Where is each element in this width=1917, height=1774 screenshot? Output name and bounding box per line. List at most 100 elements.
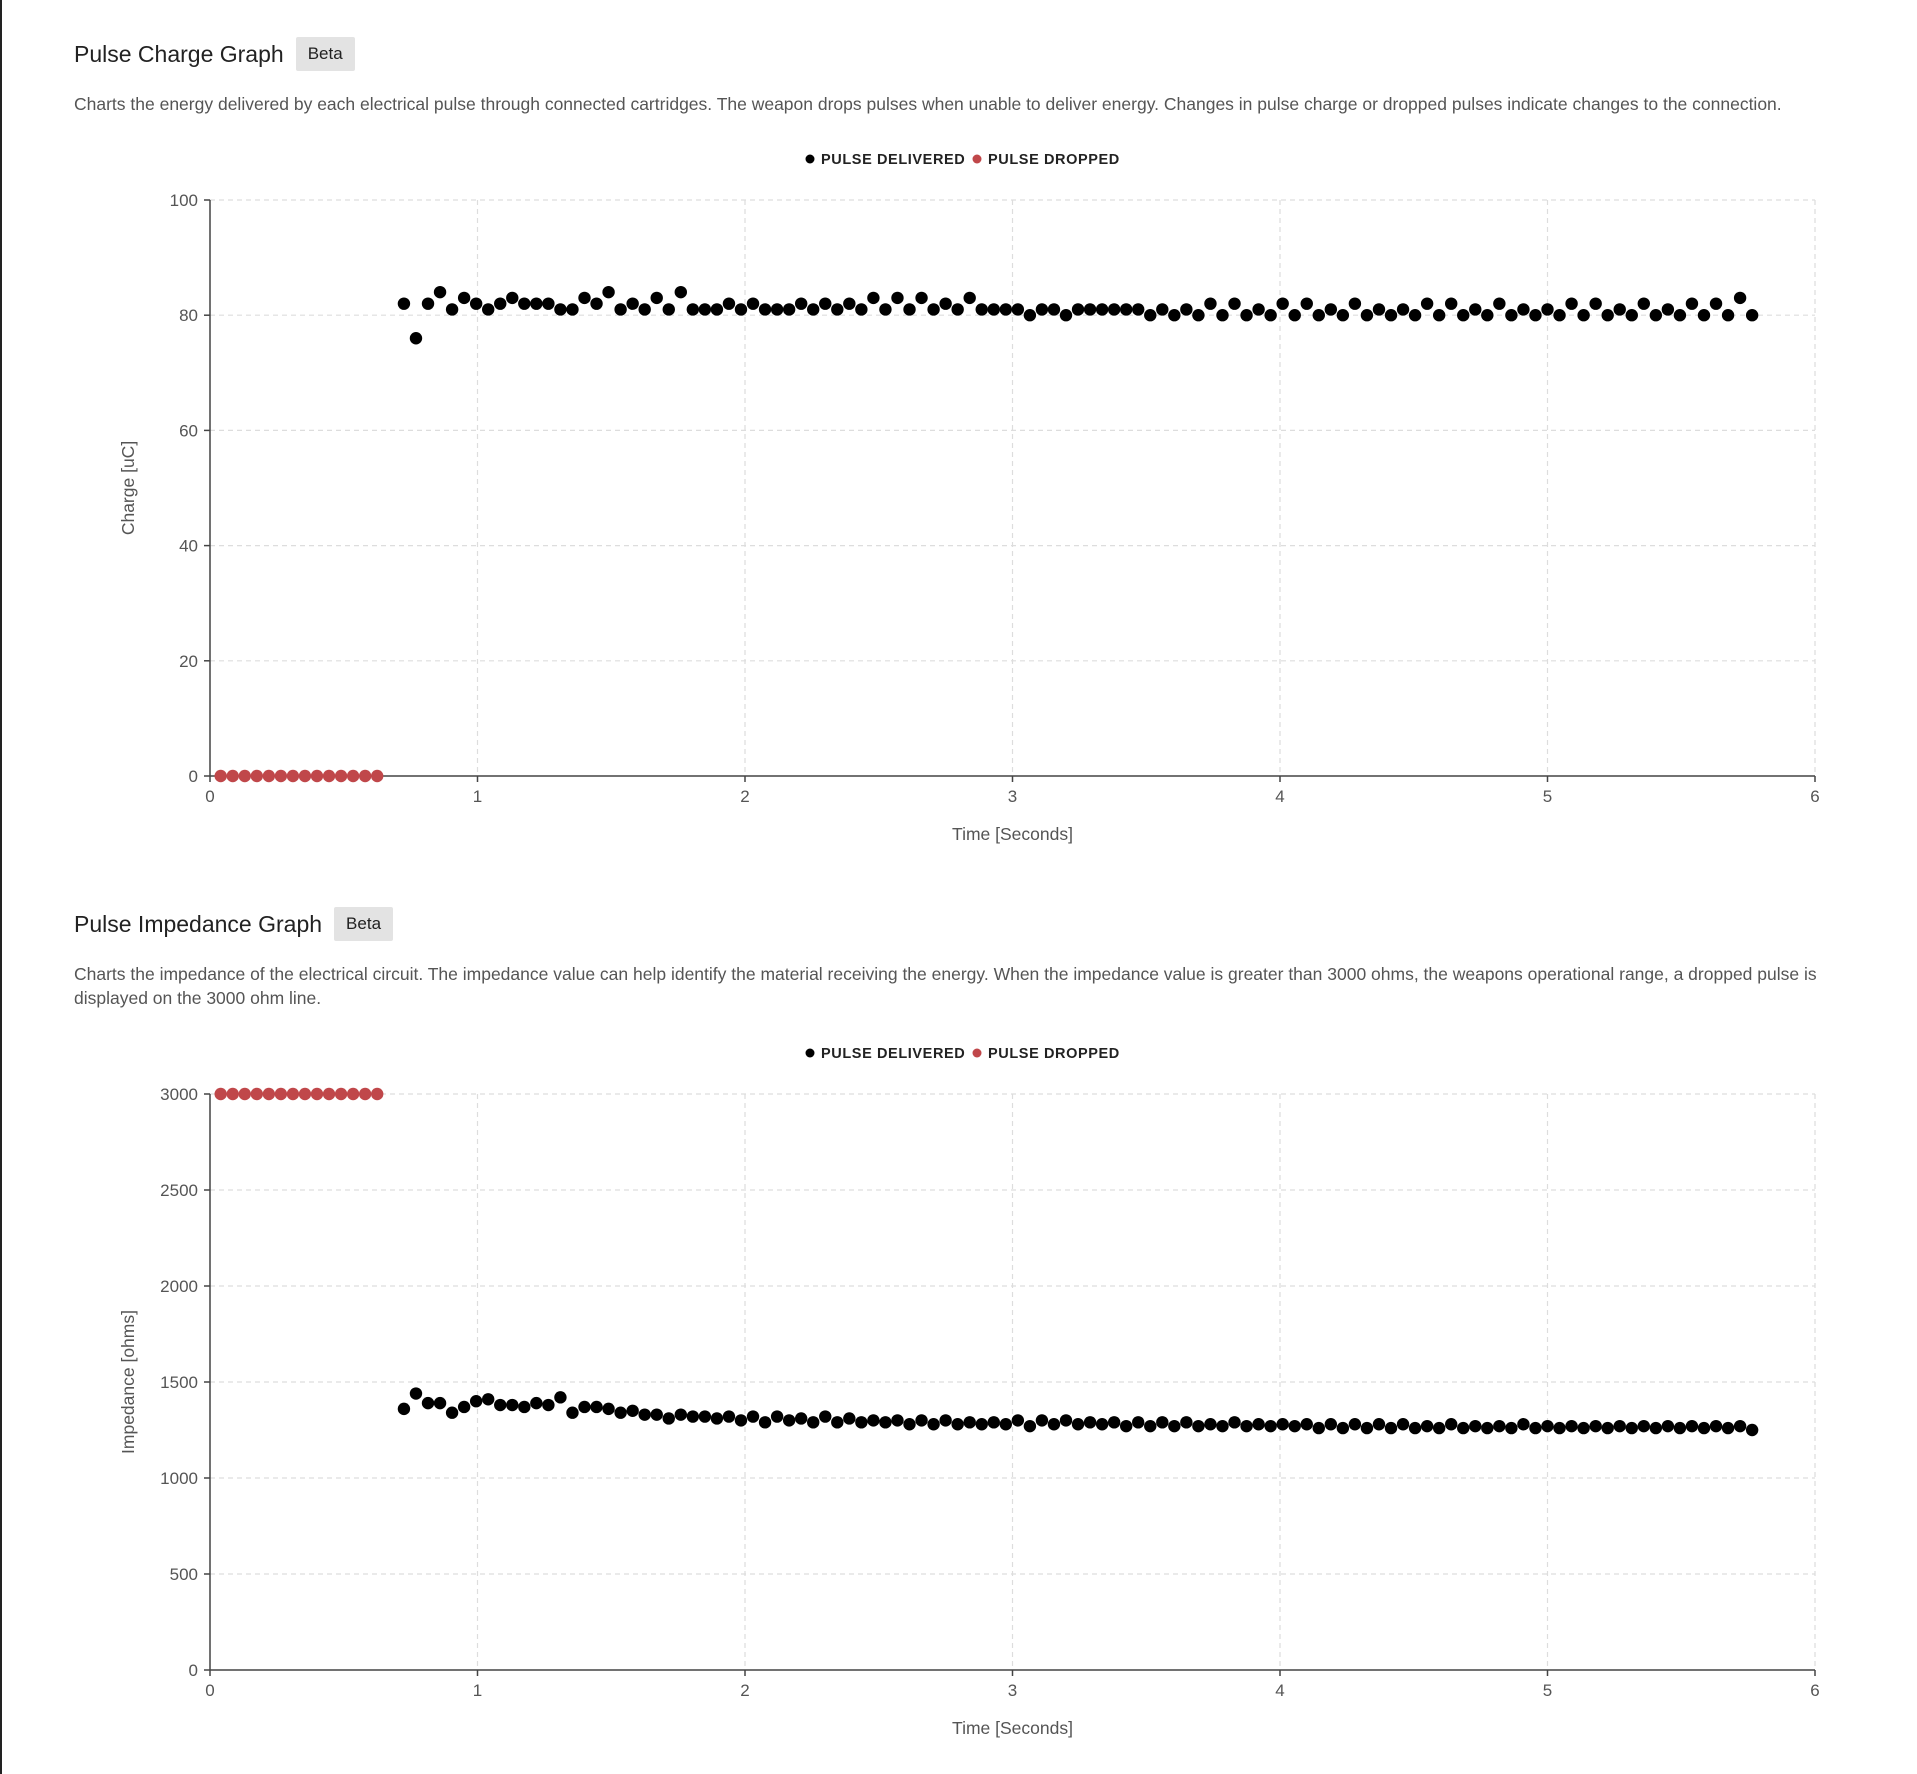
charge-point-0-66 — [1192, 309, 1205, 322]
charge-point-0-90 — [1481, 309, 1494, 322]
impedance-point-0-24 — [686, 1410, 700, 1423]
charge-point-0-40 — [879, 303, 892, 316]
impedance-point-0-38 — [855, 1416, 868, 1429]
charge-graph-title: Pulse Charge Graph — [74, 40, 284, 67]
charge-point-0-46 — [951, 303, 964, 316]
charge-point-0-68 — [1216, 309, 1229, 322]
charge-x-tick-label-1: 1 — [473, 787, 482, 806]
charge-point-0-65 — [1180, 303, 1193, 316]
impedance-point-0-55 — [1059, 1414, 1073, 1427]
charge-point-0-34 — [807, 303, 820, 316]
charge-point-1-7 — [298, 769, 312, 783]
impedance-point-0-70 — [1240, 1419, 1253, 1433]
impedance-legend-marker-0 — [805, 1048, 815, 1058]
impedance-legend: PULSE DELIVERED PULSE DROPPED — [805, 1046, 1119, 1062]
impedance-y-tick-label-6: 3000 — [160, 1085, 198, 1104]
impedance-section: Pulse Impedance Graph Beta Charts the im… — [74, 904, 1874, 1010]
impedance-section-header: Pulse Impedance Graph Beta — [74, 904, 1874, 944]
impedance-point-0-86 — [1432, 1421, 1446, 1435]
charge-point-1-3 — [250, 769, 264, 783]
impedance-point-1-2 — [238, 1087, 251, 1101]
impedance-point-0-3 — [433, 1396, 447, 1410]
impedance-point-0-74 — [1288, 1419, 1301, 1433]
impedance-point-0-46 — [951, 1418, 964, 1431]
impedance-point-0-29 — [746, 1410, 760, 1423]
charge-point-0-51 — [1011, 303, 1025, 316]
impedance-point-0-48 — [975, 1418, 988, 1431]
charge-point-0-91 — [1493, 297, 1506, 310]
impedance-legend-item-0: PULSE DELIVERED — [805, 1046, 965, 1062]
charge-point-0-74 — [1288, 309, 1301, 322]
impedance-point-0-21 — [650, 1408, 663, 1421]
charge-point-0-52 — [1023, 309, 1037, 322]
charge-point-0-57 — [1083, 303, 1097, 316]
impedance-point-0-91 — [1493, 1419, 1506, 1433]
impedance-point-0-100 — [1601, 1421, 1614, 1435]
charge-point-0-47 — [963, 291, 976, 305]
charge-point-0-67 — [1204, 297, 1217, 310]
charge-x-axis-title: Time [Seconds] — [952, 824, 1073, 844]
charge-point-0-7 — [482, 303, 495, 316]
charge-point-0-43 — [915, 291, 928, 305]
impedance-legend-label-0: PULSE DELIVERED — [821, 1046, 965, 1062]
charge-y-tick-label-2: 40 — [179, 537, 198, 556]
charge-point-0-9 — [506, 291, 519, 305]
charge-grid — [210, 199, 1816, 776]
charge-point-0-97 — [1565, 297, 1578, 310]
impedance-point-0-30 — [758, 1416, 772, 1429]
charge-point-0-8 — [494, 297, 507, 310]
charge-legend-marker-1 — [972, 154, 982, 164]
charge-point-0-0 — [397, 297, 411, 310]
charge-point-0-20 — [638, 303, 651, 316]
charge-point-0-22 — [662, 303, 675, 316]
impedance-point-0-90 — [1481, 1421, 1494, 1435]
impedance-point-0-14 — [566, 1406, 579, 1419]
impedance-x-tick-label-4: 4 — [1275, 1681, 1284, 1700]
impedance-series-0 — [397, 1387, 1759, 1437]
charge-point-0-50 — [999, 303, 1013, 316]
impedance-point-0-110 — [1721, 1421, 1735, 1435]
impedance-point-0-1 — [409, 1387, 423, 1400]
impedance-legend-marker-1 — [972, 1048, 982, 1058]
charge-point-0-6 — [469, 297, 483, 310]
impedance-point-0-36 — [831, 1416, 844, 1429]
charge-x-tick-label-0: 0 — [205, 787, 214, 806]
charge-point-1-8 — [310, 769, 324, 783]
charge-y-axis-title: Charge [uC] — [118, 441, 138, 535]
impedance-point-0-5 — [457, 1400, 471, 1414]
impedance-point-0-73 — [1276, 1418, 1289, 1431]
charge-point-0-24 — [686, 303, 700, 316]
charge-point-0-59 — [1107, 303, 1121, 316]
impedance-point-0-103 — [1637, 1419, 1651, 1433]
impedance-point-0-108 — [1697, 1421, 1711, 1435]
charge-point-1-9 — [322, 769, 336, 783]
impedance-point-0-61 — [1132, 1416, 1145, 1429]
charge-point-0-27 — [722, 297, 736, 310]
impedance-point-0-93 — [1517, 1418, 1530, 1431]
charge-point-0-62 — [1144, 309, 1157, 322]
impedance-point-0-33 — [794, 1412, 808, 1425]
charge-point-0-25 — [698, 303, 712, 316]
impedance-point-0-67 — [1204, 1418, 1217, 1431]
impedance-point-1-4 — [262, 1087, 276, 1101]
charge-point-0-88 — [1457, 309, 1470, 322]
impedance-point-0-2 — [421, 1396, 435, 1410]
charge-point-0-29 — [746, 297, 760, 310]
charge-x-tick-label-4: 4 — [1275, 787, 1284, 806]
impedance-point-0-32 — [782, 1414, 796, 1427]
charge-point-0-98 — [1577, 309, 1590, 322]
charge-point-0-14 — [566, 303, 579, 316]
impedance-y-tick-label-0: 0 — [189, 1661, 198, 1680]
impedance-point-1-8 — [310, 1087, 324, 1101]
charge-point-0-5 — [457, 291, 471, 305]
impedance-point-0-72 — [1264, 1419, 1277, 1433]
charge-series-0 — [397, 285, 1759, 345]
charge-point-0-92 — [1505, 309, 1518, 322]
charge-point-0-3 — [433, 285, 447, 299]
impedance-legend-item-1: PULSE DROPPED — [972, 1046, 1119, 1062]
charge-y-tick-label-0: 0 — [189, 767, 198, 786]
impedance-point-1-9 — [322, 1087, 336, 1101]
impedance-point-0-28 — [734, 1414, 748, 1427]
charge-point-0-64 — [1168, 309, 1181, 322]
charge-point-0-107 — [1685, 297, 1699, 310]
